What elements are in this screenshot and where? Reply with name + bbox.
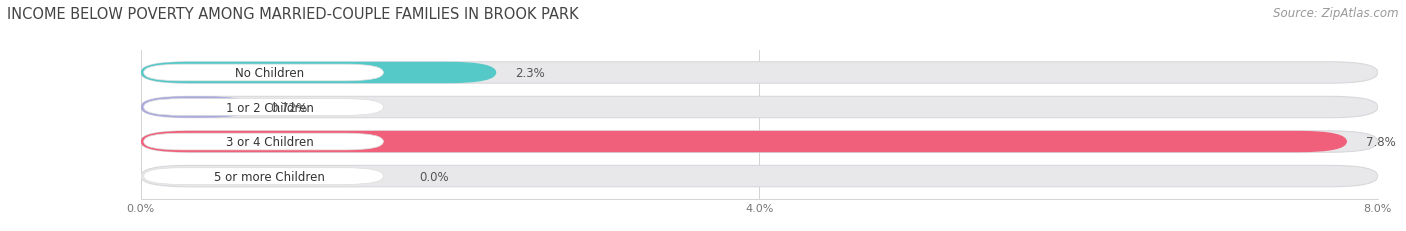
FancyBboxPatch shape: [141, 131, 1378, 153]
Text: 3 or 4 Children: 3 or 4 Children: [226, 135, 314, 148]
FancyBboxPatch shape: [141, 97, 1378, 118]
FancyBboxPatch shape: [141, 63, 1378, 84]
FancyBboxPatch shape: [143, 99, 384, 116]
Text: 1 or 2 Children: 1 or 2 Children: [226, 101, 314, 114]
Text: 0.72%: 0.72%: [270, 101, 308, 114]
FancyBboxPatch shape: [143, 134, 384, 150]
Text: 0.0%: 0.0%: [419, 170, 449, 183]
Text: 5 or more Children: 5 or more Children: [214, 170, 325, 183]
FancyBboxPatch shape: [141, 97, 252, 118]
FancyBboxPatch shape: [141, 63, 496, 84]
Text: 2.3%: 2.3%: [515, 67, 544, 80]
Text: No Children: No Children: [235, 67, 304, 80]
Text: INCOME BELOW POVERTY AMONG MARRIED-COUPLE FAMILIES IN BROOK PARK: INCOME BELOW POVERTY AMONG MARRIED-COUPL…: [7, 7, 579, 22]
Text: 7.8%: 7.8%: [1365, 135, 1395, 148]
FancyBboxPatch shape: [143, 168, 384, 185]
Text: Source: ZipAtlas.com: Source: ZipAtlas.com: [1274, 7, 1399, 20]
FancyBboxPatch shape: [143, 65, 384, 82]
FancyBboxPatch shape: [141, 131, 1347, 153]
FancyBboxPatch shape: [141, 166, 1378, 187]
